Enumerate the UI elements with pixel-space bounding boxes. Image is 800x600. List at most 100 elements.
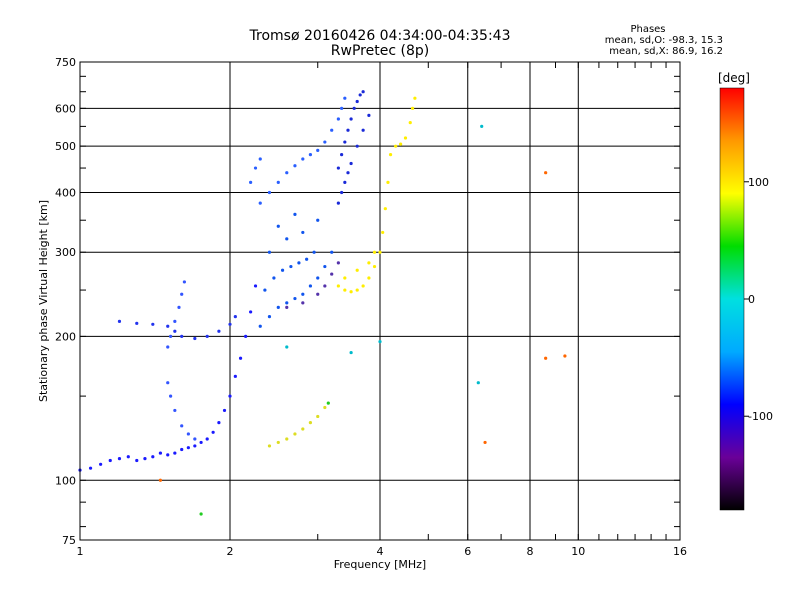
data-point [249,310,253,314]
data-point [326,401,330,405]
data-point [173,329,177,333]
phase-info-o: mean, sd,O: -98.3, 15.3 [605,35,723,46]
data-point [276,180,280,184]
data-point [267,190,272,195]
data-point [355,288,359,292]
data-point [361,90,365,94]
data-point [544,171,548,175]
data-point [316,292,320,296]
data-point [267,250,272,254]
data-point [180,447,184,452]
data-point [343,288,347,292]
data-point [476,381,480,385]
data-point [367,113,371,117]
data-point [349,350,353,355]
data-point [316,276,320,280]
data-point [222,408,227,413]
data-point [258,201,262,205]
data-point [336,261,340,265]
data-point [388,153,393,157]
x-tick-label: 16 [673,545,687,558]
data-point [253,284,258,288]
data-point [367,261,371,265]
data-point [346,128,350,132]
data-point [267,444,272,448]
data-point [323,405,327,410]
y-tick-label: 400 [55,186,76,199]
data-point [211,430,215,434]
y-axis-ticks: 75 100 200 300 400 500 600 750 [55,56,680,547]
data-point [312,250,316,254]
data-point [301,230,305,235]
data-point [343,276,347,280]
data-point [258,324,262,328]
data-point [349,161,353,166]
data-point [267,315,272,319]
data-point [117,319,122,323]
data-point [352,106,356,110]
data-point [349,117,353,121]
data-point [180,292,184,296]
data-point [193,444,197,448]
data-point [258,157,262,161]
data-point [346,171,350,175]
data-point [293,212,297,216]
data-point [244,334,248,338]
y-tick-label: 750 [55,56,76,69]
data-point [193,437,197,441]
y-tick-label: 500 [55,140,76,153]
data-point [336,117,340,121]
data-point [276,440,280,445]
data-point [205,437,209,441]
data-point [228,322,232,326]
data-point [217,421,221,425]
data-point [330,250,334,254]
data-point [358,93,362,97]
data-point [301,157,305,161]
data-point [285,305,289,309]
data-point [336,201,340,205]
data-point [285,171,289,175]
data-point [108,458,112,463]
data-point [340,190,344,195]
data-point [173,408,177,413]
data-point [173,319,177,323]
colorbar-tick-label: -100 [748,410,773,423]
data-point [263,288,267,292]
data-point [330,272,334,276]
data-point [289,264,293,269]
data-point [297,261,301,265]
data-point [410,106,415,110]
data-point [408,121,412,125]
data-point [372,250,377,254]
data-point [305,257,309,261]
x-tick-label: 8 [527,545,534,558]
colorbar-tick-label: 0 [748,293,755,306]
data-point [316,218,320,222]
data-point [135,321,139,325]
data-point [272,276,276,280]
data-point [186,446,190,450]
data-point [308,153,313,157]
data-point [177,305,181,309]
x-tick-label: 1 [77,545,84,558]
data-point [249,180,253,184]
data-point [301,427,305,431]
x-tick-label: 10 [571,545,585,558]
data-point [378,250,382,254]
data-point [173,451,177,455]
data-point [233,315,237,319]
data-point [383,207,387,211]
data-point [355,144,359,148]
data-point [169,334,173,338]
y-axis-label: Stationary phase Virtual Height [km] [37,200,50,402]
y-tick-label: 300 [55,246,76,259]
data-point [135,458,139,463]
data-point [323,284,327,288]
data-point [193,336,197,341]
data-point [323,140,327,144]
data-point [349,290,353,294]
data-point [166,345,170,349]
data-point [367,276,371,280]
